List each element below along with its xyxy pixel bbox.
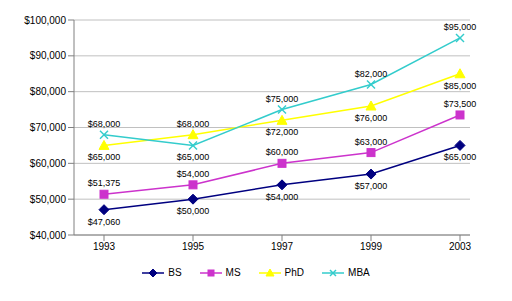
- svg-text:$65,000: $65,000: [177, 152, 210, 162]
- svg-text:$73,500: $73,500: [444, 99, 477, 109]
- svg-text:$65,000: $65,000: [88, 152, 121, 162]
- svg-text:1997: 1997: [271, 241, 294, 252]
- svg-text:$40,000: $40,000: [30, 230, 67, 241]
- svg-text:$60,000: $60,000: [30, 158, 67, 169]
- svg-text:$90,000: $90,000: [30, 50, 67, 61]
- svg-text:1993: 1993: [93, 241, 116, 252]
- svg-text:$54,000: $54,000: [177, 169, 210, 179]
- html-text:PhD: PhD: [284, 267, 305, 278]
- svg-text:$70,000: $70,000: [30, 122, 67, 133]
- html-text:MBA: MBA: [348, 267, 370, 278]
- svg-text:$51,375: $51,375: [88, 178, 121, 188]
- svg-text:$54,000: $54,000: [266, 192, 299, 202]
- svg-text:1999: 1999: [360, 241, 383, 252]
- svg-text:2003: 2003: [449, 241, 472, 252]
- svg-text:$75,000: $75,000: [266, 94, 299, 104]
- svg-text:$95,000: $95,000: [444, 22, 477, 32]
- svg-text:$80,000: $80,000: [30, 86, 67, 97]
- svg-text:$100,000: $100,000: [24, 15, 66, 26]
- html-text:MS: MS: [225, 267, 241, 278]
- html-text:BS: BS: [168, 267, 182, 278]
- svg-text:$72,000: $72,000: [266, 127, 299, 137]
- svg-text:$68,000: $68,000: [88, 119, 121, 129]
- svg-text:$82,000: $82,000: [355, 69, 388, 79]
- svg-text:$68,000: $68,000: [177, 119, 210, 129]
- svg-text:$85,000: $85,000: [444, 81, 477, 91]
- svg-text:$50,000: $50,000: [30, 194, 67, 205]
- svg-text:$47,060: $47,060: [88, 217, 121, 227]
- svg-text:$57,000: $57,000: [355, 181, 388, 191]
- svg-text:1995: 1995: [182, 241, 205, 252]
- svg-text:$76,000: $76,000: [355, 113, 388, 123]
- svg-text:$63,000: $63,000: [355, 137, 388, 147]
- svg-text:$65,000: $65,000: [444, 152, 477, 162]
- svg-text:$60,000: $60,000: [266, 147, 299, 157]
- svg-text:$50,000: $50,000: [177, 206, 210, 216]
